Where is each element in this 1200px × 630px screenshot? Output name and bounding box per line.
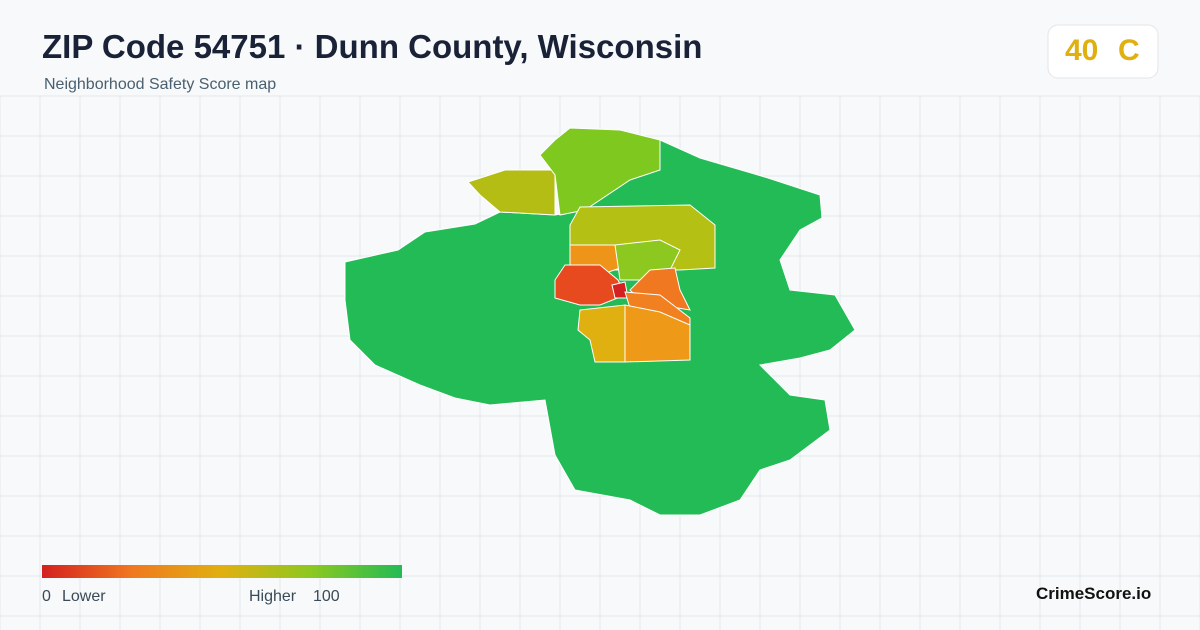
regions (344, 127, 856, 516)
legend-max: 100 (313, 588, 340, 605)
region (624, 304, 691, 363)
title: ZIP Code 54751 · Dunn County, Wisconsin (42, 28, 703, 65)
legend-scale (42, 565, 402, 578)
region (611, 281, 629, 299)
region (467, 169, 556, 216)
legend-max-label: Higher (249, 588, 297, 605)
region (539, 127, 661, 216)
badge-box (1047, 24, 1159, 79)
score: 40 (1065, 34, 1099, 67)
grade: C (1118, 34, 1140, 67)
brand: CrimeScore.io (1036, 584, 1152, 603)
subtitle: Neighborhood Safety Score map (44, 76, 277, 93)
legend-min: 0 (42, 588, 51, 605)
legend-min-label: Lower (62, 588, 106, 605)
